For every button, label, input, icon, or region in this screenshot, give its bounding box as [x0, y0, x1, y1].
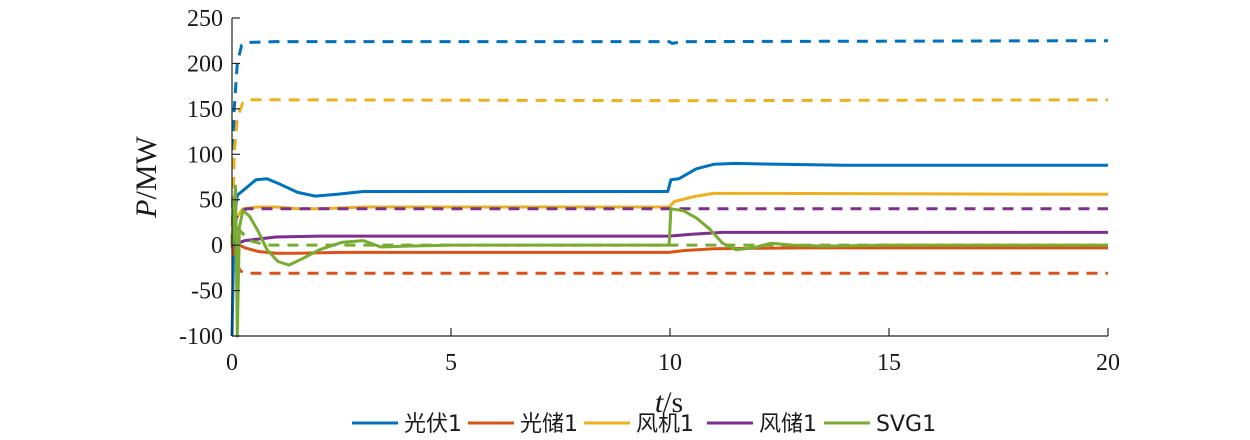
- axes-frame: [231, 18, 1108, 337]
- legend-label: 光储1: [520, 412, 578, 437]
- x-axis-label-unit: /s: [663, 386, 683, 419]
- legend-label: SVG1: [876, 412, 936, 437]
- legend: 光伏1 光储1 风机1 风储1 SVG1: [352, 412, 936, 437]
- y-tick-label: 50: [199, 188, 223, 214]
- tick-layer: 0 5 10 15 20 -100 -50 0 50 100 150 200 250: [179, 6, 1120, 376]
- x-axis-label: t/s: [655, 386, 683, 419]
- series-1-actual-line: [230, 161, 1108, 337]
- x-tick-label: 5: [445, 350, 457, 376]
- series-layer: [230, 39, 1109, 338]
- x-tick-label: 15: [877, 350, 901, 376]
- y-axis-label: P/MW: [130, 135, 163, 218]
- y-axis-label-unit: /MW: [130, 135, 163, 199]
- x-tick-label: 10: [658, 350, 682, 376]
- legend-label: 风机1: [636, 412, 694, 437]
- x-tick-label: 20: [1096, 350, 1120, 376]
- series-svg1-actual-line: [230, 184, 1108, 338]
- series-1-reference-line: [230, 244, 1108, 275]
- legend-label: 光伏1: [404, 412, 462, 437]
- y-tick-label: 150: [187, 97, 223, 123]
- y-tick-label: 250: [187, 6, 223, 32]
- y-tick-label: 200: [187, 51, 223, 77]
- y-tick-label: 0: [211, 233, 223, 259]
- series-1-actual-line: [231, 241, 1108, 255]
- y-tick-label: -50: [191, 279, 223, 305]
- series-svg1-reference-line: [230, 224, 1108, 247]
- series-1-reference-line: [230, 98, 1109, 246]
- x-tick-label: 0: [226, 350, 238, 376]
- series-1-reference-line: [230, 39, 1109, 246]
- y-axis-label-var: P: [130, 200, 163, 219]
- y-tick-label: 100: [187, 142, 223, 168]
- legend-label: 风储1: [759, 412, 817, 437]
- y-tick-label: -100: [179, 324, 223, 350]
- x-axis-label-var: t: [655, 386, 664, 419]
